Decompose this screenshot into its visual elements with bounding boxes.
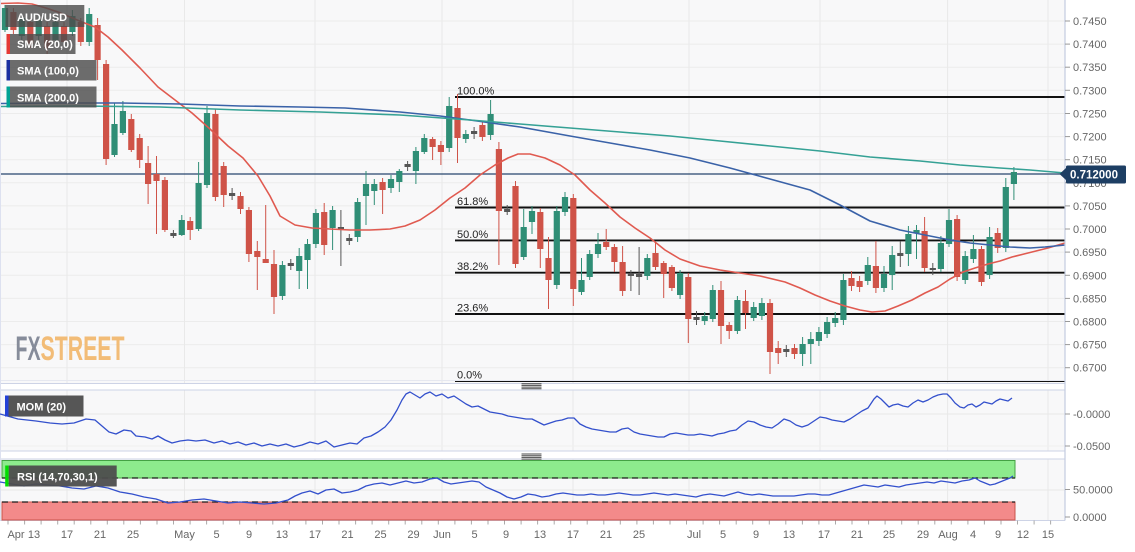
svg-text:25: 25 [633, 529, 645, 541]
svg-text:50.0%: 50.0% [457, 229, 488, 241]
svg-text:5: 5 [213, 529, 219, 541]
svg-text:25: 25 [127, 529, 139, 541]
svg-text:0.7450: 0.7450 [1073, 16, 1107, 28]
svg-text:17: 17 [818, 529, 830, 541]
svg-text:38.2%: 38.2% [457, 261, 488, 273]
svg-text:0.7350: 0.7350 [1073, 62, 1107, 74]
svg-text:MOM (20): MOM (20) [17, 402, 67, 414]
svg-text:0.0%: 0.0% [457, 370, 482, 382]
svg-text:SMA (20,0): SMA (20,0) [17, 39, 73, 51]
svg-text:0.6850: 0.6850 [1073, 293, 1107, 305]
svg-text:21: 21 [341, 529, 353, 541]
svg-text:25: 25 [883, 529, 895, 541]
svg-text:29: 29 [917, 529, 929, 541]
svg-text:May: May [174, 529, 195, 541]
svg-text:0.6700: 0.6700 [1073, 363, 1107, 375]
svg-text:0.7000: 0.7000 [1073, 224, 1107, 236]
svg-text:25: 25 [374, 529, 386, 541]
svg-text:13: 13 [276, 529, 288, 541]
svg-text:0.7200: 0.7200 [1073, 132, 1107, 144]
svg-text:-0.0000: -0.0000 [1073, 409, 1110, 421]
svg-text:17: 17 [61, 529, 73, 541]
svg-text:12: 12 [1017, 529, 1029, 541]
svg-text:0.7300: 0.7300 [1073, 85, 1107, 97]
svg-text:FX: FX [16, 330, 41, 368]
svg-text:9: 9 [753, 529, 759, 541]
svg-text:5: 5 [720, 529, 726, 541]
svg-text:4: 4 [970, 529, 976, 541]
svg-text:17: 17 [309, 529, 321, 541]
svg-text:13: 13 [534, 529, 546, 541]
svg-text:61.8%: 61.8% [457, 196, 488, 208]
svg-text:0.7050: 0.7050 [1073, 201, 1107, 213]
svg-text:STREET: STREET [41, 330, 125, 368]
svg-text:13: 13 [28, 529, 40, 541]
svg-text:Aug: Aug [938, 529, 958, 541]
svg-text:9: 9 [995, 529, 1001, 541]
svg-text:29: 29 [407, 529, 419, 541]
svg-text:AUD/USD: AUD/USD [17, 12, 67, 24]
svg-text:0.6900: 0.6900 [1073, 270, 1107, 282]
svg-text:0.0000: 0.0000 [1073, 512, 1107, 524]
svg-text:21: 21 [600, 529, 612, 541]
svg-text:21: 21 [94, 529, 106, 541]
svg-text:0.7250: 0.7250 [1073, 109, 1107, 121]
svg-text:17: 17 [567, 529, 579, 541]
svg-text:RSI (14,70,30,1): RSI (14,70,30,1) [17, 472, 98, 484]
svg-text:9: 9 [503, 529, 509, 541]
svg-text:-0.0500: -0.0500 [1073, 441, 1110, 453]
svg-text:SMA (200,0): SMA (200,0) [17, 93, 79, 105]
svg-text:0.712000: 0.712000 [1070, 170, 1118, 182]
svg-text:0.7150: 0.7150 [1073, 155, 1107, 167]
svg-text:100.0%: 100.0% [457, 86, 495, 98]
svg-text:Apr: Apr [7, 529, 24, 541]
svg-text:21: 21 [851, 529, 863, 541]
svg-text:Jul: Jul [687, 529, 701, 541]
svg-text:SMA (100,0): SMA (100,0) [17, 66, 79, 78]
svg-text:50.0000: 50.0000 [1073, 485, 1113, 497]
svg-text:0.6950: 0.6950 [1073, 247, 1107, 259]
svg-text:23.6%: 23.6% [457, 303, 488, 315]
svg-text:0.6750: 0.6750 [1073, 340, 1107, 352]
svg-text:Jun: Jun [433, 529, 451, 541]
svg-text:0.7400: 0.7400 [1073, 39, 1107, 51]
svg-text:9: 9 [246, 529, 252, 541]
svg-text:0.6800: 0.6800 [1073, 317, 1107, 329]
svg-text:15: 15 [1042, 529, 1054, 541]
svg-text:5: 5 [471, 529, 477, 541]
svg-text:13: 13 [783, 529, 795, 541]
